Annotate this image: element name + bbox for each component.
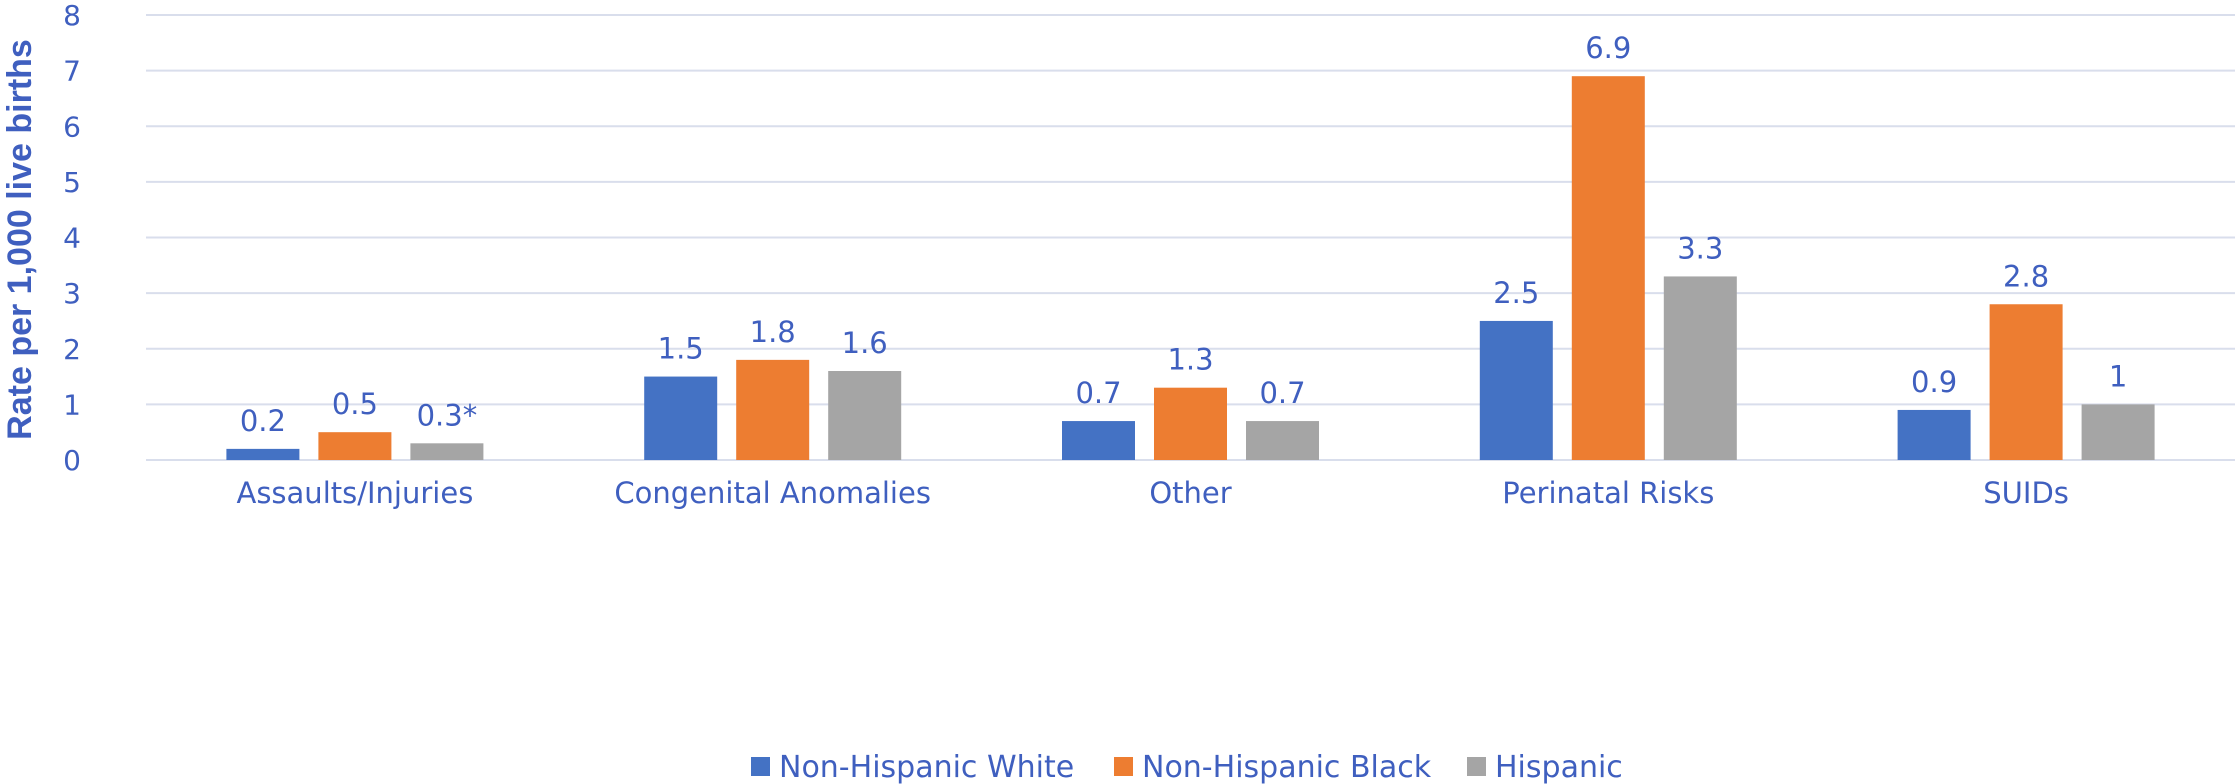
- data-label: 0.5: [332, 387, 378, 421]
- bar: [1062, 421, 1135, 460]
- data-label: 0.2: [240, 404, 286, 438]
- data-label: 1.6: [842, 326, 888, 360]
- data-label: 0.3*: [417, 398, 478, 432]
- y-tick-label: 3: [63, 277, 81, 310]
- x-tick-label: Other: [1149, 476, 1231, 510]
- data-label: 0.7: [1075, 376, 1121, 410]
- y-tick-label: 6: [63, 110, 81, 143]
- bar: [226, 448, 300, 460]
- y-tick-label: 4: [63, 222, 81, 255]
- bar: [736, 359, 810, 460]
- y-tick-label: 5: [63, 166, 81, 199]
- data-label: 1.8: [750, 315, 796, 349]
- x-axis-labels: Assaults/Injuries Congenital Anomalies Oth…: [236, 476, 2068, 510]
- data-label: 2.8: [2003, 259, 2049, 293]
- x-tick-label: Perinatal Risks: [1502, 476, 1714, 510]
- data-label: 0.9: [1911, 365, 1957, 399]
- bar: [1663, 276, 1737, 460]
- bar: [1479, 320, 1553, 460]
- y-tick-label: 2: [63, 333, 81, 366]
- x-tick-label: Assaults/Injuries: [236, 476, 473, 510]
- legend-label: Non-Hispanic Black: [1142, 750, 1432, 784]
- y-tick-label: 7: [63, 55, 81, 88]
- x-tick-label: Congenital Anomalies: [614, 476, 931, 510]
- legend-item: Non-Hispanic Black: [1114, 750, 1432, 784]
- y-tick-label: 8: [63, 0, 81, 32]
- bar: [410, 443, 484, 460]
- bar: [1989, 304, 2063, 460]
- data-label: 3.3: [1677, 231, 1723, 265]
- bar: [1154, 387, 1227, 460]
- bar: [1571, 76, 1645, 460]
- x-tick-label: SUIDs: [1983, 476, 2069, 510]
- bar: [318, 432, 392, 460]
- gridlines: [146, 14, 2235, 461]
- legend-item: Non-Hispanic White: [751, 750, 1074, 784]
- legend: Non-Hispanic White Non-Hispanic Black Hisp…: [751, 750, 1623, 784]
- bar: [1246, 421, 1319, 460]
- data-label: 0.7: [1259, 376, 1305, 410]
- data-label: 1: [2109, 359, 2127, 393]
- bar: [828, 371, 902, 460]
- data-label: 6.9: [1585, 31, 1631, 65]
- legend-swatch: [1467, 757, 1486, 776]
- legend-label: Non-Hispanic White: [779, 750, 1074, 784]
- data-label: 1.5: [658, 332, 704, 366]
- y-tick-label: 1: [63, 388, 81, 421]
- bars: 0.2 0.5 0.3* 1.5 1.8 1.6 0.7 1.3 0.7 2.5 6.9 3.3 0.9…: [226, 31, 2155, 460]
- legend-label: Hispanic: [1495, 750, 1623, 784]
- y-axis-title: Rate per 1,000 live births: [1, 39, 39, 440]
- legend-swatch: [751, 757, 770, 776]
- bar: [1897, 409, 1971, 460]
- y-axis-ticks: 0 1 2 3 4 5 6 7 8: [63, 0, 81, 477]
- y-tick-label: 0: [63, 444, 81, 477]
- legend-item: Hispanic: [1467, 750, 1623, 784]
- bar: [644, 376, 718, 460]
- data-label: 1.3: [1167, 343, 1213, 377]
- data-label: 2.5: [1493, 276, 1539, 310]
- legend-swatch: [1114, 757, 1133, 776]
- bar: [2081, 404, 2155, 460]
